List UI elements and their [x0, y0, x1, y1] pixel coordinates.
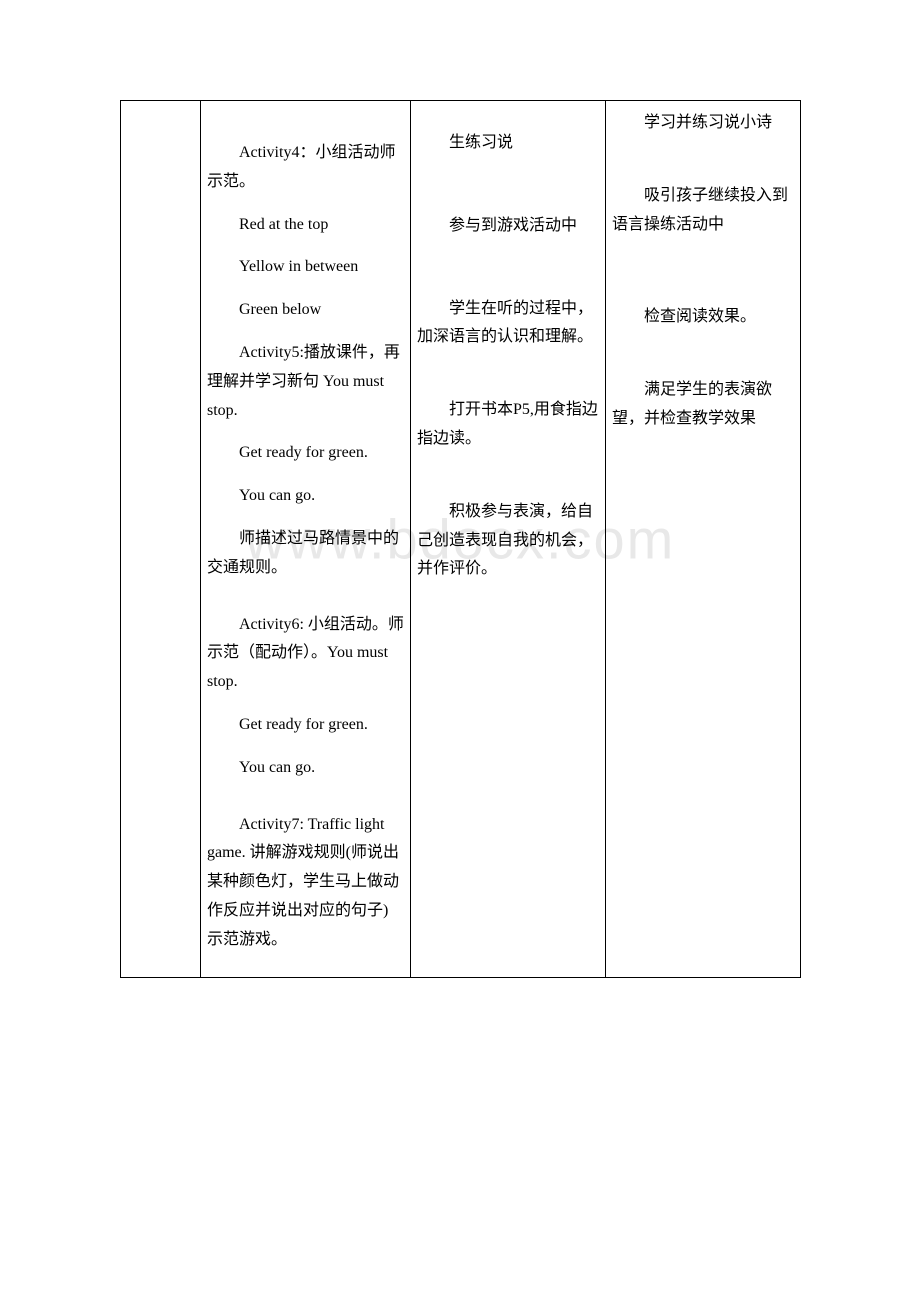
- activity5-desc: 师描述过马路情景中的交通规则。: [207, 525, 404, 583]
- student-p1: 生练习说: [417, 129, 599, 158]
- activity5-line1: Get ready for green.: [207, 439, 404, 468]
- activity4-heading: Activity4：小组活动师示范。: [207, 139, 404, 197]
- cell-stage: [121, 101, 201, 978]
- student-p5: 积极参与表演，给自己创造表现自我的机会，并作评价。: [417, 498, 599, 584]
- table-row: Activity4：小组活动师示范。 Red at the top Yellow…: [121, 101, 801, 978]
- purpose-p4: 满足学生的表演欲望，并检查教学效果: [612, 376, 794, 434]
- activity5-heading: Activity5:播放课件，再理解并学习新句 You must stop.: [207, 339, 404, 425]
- student-p4: 打开书本P5,用食指边指边读。: [417, 396, 599, 454]
- student-p2: 参与到游戏活动中: [417, 212, 599, 241]
- cell-student-activity: 生练习说 参与到游戏活动中 学生在听的过程中，加深语言的认识和理解。 打开书本P…: [411, 101, 606, 978]
- activity4-line1: Red at the top: [207, 211, 404, 240]
- activity4-line3: Green below: [207, 296, 404, 325]
- activity6-heading: Activity6: 小组活动。师示范（配动作）。You must stop.: [207, 611, 404, 697]
- purpose-p3: 检查阅读效果。: [612, 303, 794, 332]
- lesson-plan-table: Activity4：小组活动师示范。 Red at the top Yellow…: [120, 100, 801, 978]
- activity4-line2: Yellow in between: [207, 253, 404, 282]
- activity5-line2: You can go.: [207, 482, 404, 511]
- activity6-line2: You can go.: [207, 754, 404, 783]
- cell-teacher-activity: Activity4：小组活动师示范。 Red at the top Yellow…: [201, 101, 411, 978]
- student-p3: 学生在听的过程中，加深语言的认识和理解。: [417, 295, 599, 353]
- activity7-heading: Activity7: Traffic light game. 讲解游戏规则(师说…: [207, 811, 404, 955]
- purpose-p1: 学习并练习说小诗: [612, 109, 794, 138]
- cell-purpose: 学习并练习说小诗 吸引孩子继续投入到语言操练活动中 检查阅读效果。 满足学生的表…: [606, 101, 801, 978]
- activity6-line1: Get ready for green.: [207, 711, 404, 740]
- purpose-p2: 吸引孩子继续投入到语言操练活动中: [612, 182, 794, 240]
